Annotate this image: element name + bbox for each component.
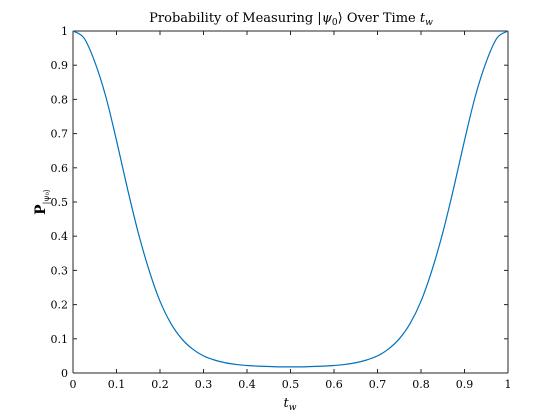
axes-frame <box>72 30 509 374</box>
y-tick-label: 0.7 <box>51 128 69 141</box>
x-tick-label: 0.9 <box>456 378 474 391</box>
x-tick-label: 0 <box>70 378 77 391</box>
x-tick-label: 0.7 <box>369 378 387 391</box>
y-tick-label: 0.8 <box>51 93 69 106</box>
x-tick-label: 0.8 <box>412 378 430 391</box>
x-tick-label: 0.4 <box>238 378 256 391</box>
y-tick-label: 0 <box>61 367 68 380</box>
x-axis-ticks: 0 0.1 0.2 0.3 0.4 0.5 0.6 0.7 0.8 0.9 1 <box>70 31 512 391</box>
y-tick-label: 0.4 <box>51 230 69 243</box>
y-tick-label: 0.9 <box>51 59 69 72</box>
y-axis-label: P|ψ₀⟩ <box>33 189 51 215</box>
y-tick-label: 0.5 <box>51 196 69 209</box>
x-tick-label: 0.2 <box>151 378 169 391</box>
series-group <box>72 30 509 368</box>
y-tick-label: 0.2 <box>51 299 69 312</box>
y-axis-ticks: 0 0.1 0.2 0.3 0.4 0.5 0.6 0.7 0.8 0.9 1 <box>51 25 508 380</box>
y-tick-label: 0.6 <box>51 162 69 175</box>
chart-title: Probability of Measuring |ψ0⟩ Over Time … <box>149 11 433 28</box>
y-tick-label: 1 <box>61 25 68 38</box>
x-tick-label: 1 <box>505 378 512 391</box>
y-tick-label: 0.3 <box>51 264 69 277</box>
x-tick-label: 0.3 <box>195 378 213 391</box>
x-axis-label: tw <box>284 396 297 413</box>
x-tick-label: 0.5 <box>282 378 300 391</box>
probability-series-line <box>72 30 509 368</box>
x-tick-label: 0.1 <box>108 378 126 391</box>
x-tick-label: 0.6 <box>325 378 343 391</box>
y-tick-label: 0.1 <box>51 333 69 346</box>
